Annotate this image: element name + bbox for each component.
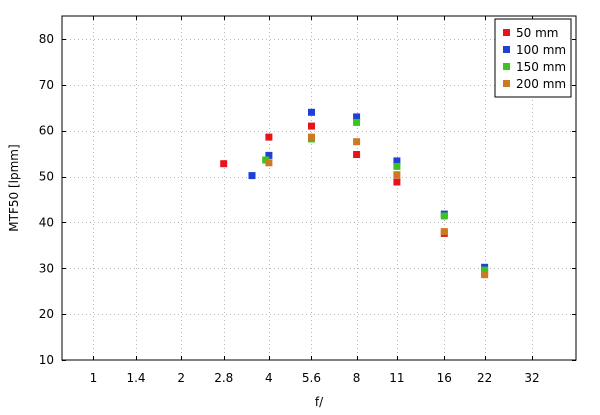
data-point-series-2 <box>440 212 448 220</box>
data-point-series-0 <box>393 178 401 186</box>
y-tick-label: 50 <box>39 170 54 184</box>
data-point-series-0 <box>308 122 315 130</box>
y-tick-label: 30 <box>39 261 54 275</box>
plot-area <box>61 15 577 361</box>
x-tick-label: 22 <box>477 371 492 385</box>
x-tick-label: 1.4 <box>126 371 145 385</box>
data-point-series-0 <box>265 133 273 141</box>
data-markers <box>220 108 489 279</box>
data-point-series-2 <box>481 266 489 274</box>
data-point-series-1 <box>248 172 256 180</box>
x-tick-label: 1 <box>90 371 98 385</box>
data-point-series-1 <box>265 151 273 159</box>
y-tick-label: 80 <box>39 32 54 46</box>
legend-label: 150 mm <box>516 60 566 74</box>
x-axis-title: f/ <box>315 395 324 409</box>
x-tick-label: 8 <box>353 371 361 385</box>
y-axis-title: MTF50 [lpmm] <box>7 144 21 231</box>
y-tick-label: 10 <box>39 353 54 367</box>
grid <box>62 16 576 360</box>
legend-items: 50 mm 100 mm 150 mm 200 mm <box>503 26 566 91</box>
x-tick-label: 4 <box>265 371 273 385</box>
data-point-series-0 <box>353 151 361 158</box>
y-tick-label: 70 <box>39 78 54 92</box>
x-tick-label: 2 <box>177 371 185 385</box>
legend-swatch <box>503 46 510 53</box>
y-axis-tick-labels: 10 20 30 40 50 60 70 80 <box>39 32 54 367</box>
data-point-series-1 <box>353 113 361 121</box>
x-tick-label: 32 <box>524 371 539 385</box>
data-point-series-0 <box>220 160 228 168</box>
data-point-series-3 <box>393 171 401 179</box>
data-point-series-2 <box>353 118 361 126</box>
legend-label: 100 mm <box>516 43 566 57</box>
data-point-series-3 <box>353 138 361 146</box>
legend-swatch <box>503 63 510 70</box>
legend-swatch <box>503 29 510 36</box>
legend-swatch <box>503 80 510 87</box>
x-tick-label: 11 <box>389 371 404 385</box>
y-tick-label: 20 <box>39 307 54 321</box>
data-point-series-3 <box>440 228 448 236</box>
data-point-series-1 <box>308 108 315 116</box>
legend-label: 200 mm <box>516 77 566 91</box>
y-tick-label: 60 <box>39 124 54 138</box>
data-point-series-3 <box>265 159 273 167</box>
legend-label: 50 mm <box>516 26 558 40</box>
y-tick-label: 40 <box>39 215 54 229</box>
axis-ticks <box>62 16 576 361</box>
x-axis-tick-labels: 1 1.4 2 2.8 4 5.6 8 11 16 22 32 <box>90 371 540 385</box>
data-point-series-3 <box>308 133 315 141</box>
x-tick-label: 2.8 <box>214 371 233 385</box>
data-point-series-2 <box>393 162 401 170</box>
data-point-series-1 <box>393 157 401 165</box>
legend: 50 mm 100 mm 150 mm 200 mm <box>494 18 572 98</box>
x-tick-label: 16 <box>437 371 452 385</box>
x-tick-label: 5.6 <box>302 371 321 385</box>
data-point-series-3 <box>481 271 489 279</box>
